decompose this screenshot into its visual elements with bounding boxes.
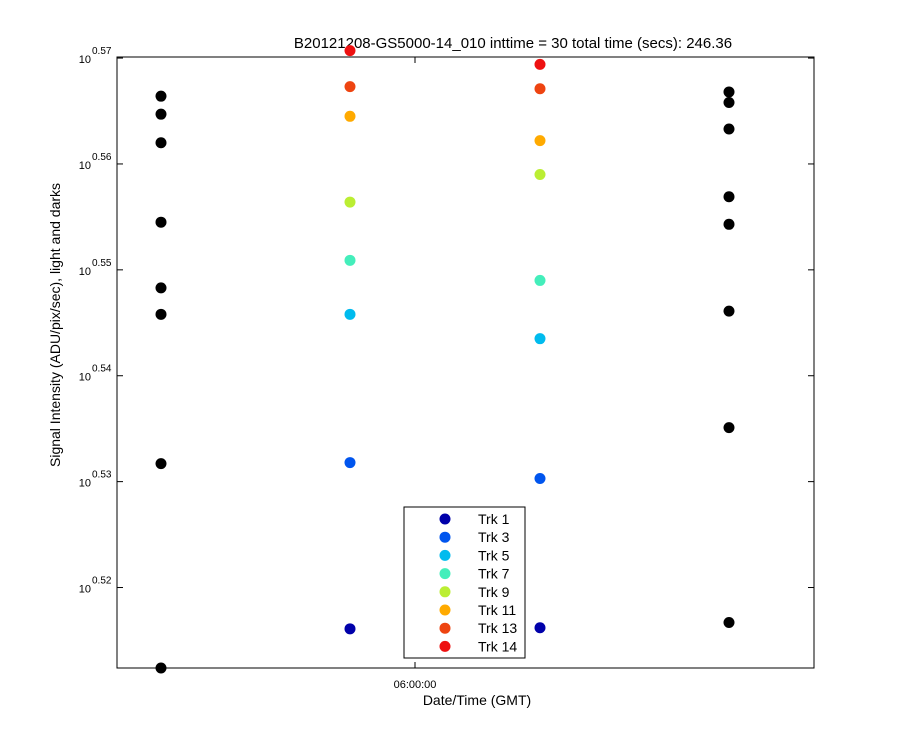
legend-label: Trk 9: [478, 584, 510, 600]
y-tick-base: 10: [79, 266, 91, 278]
legend-label: Trk 13: [478, 620, 517, 636]
trk-point-trk-13: [534, 83, 546, 95]
legend-marker: [439, 568, 451, 580]
dark-point: [723, 123, 735, 135]
y-tick-exponent: 0.54: [92, 364, 112, 375]
trk-point-trk-14: [344, 45, 356, 57]
legend-label: Trk 14: [478, 638, 517, 654]
legend-marker: [439, 513, 451, 525]
data-points: [155, 45, 735, 674]
legend-marker: [439, 640, 451, 652]
dark-point: [155, 90, 167, 102]
dark-point: [723, 422, 735, 434]
x-tick-label: 06:00:00: [394, 679, 437, 691]
y-tick-base: 10: [79, 478, 91, 490]
trk-point-trk-9: [344, 196, 356, 208]
trk-point-trk-13: [344, 81, 356, 93]
y-tick-exponent: 0.56: [92, 152, 112, 163]
y-tick-exponent: 0.52: [92, 576, 112, 587]
trk-point-trk-9: [534, 169, 546, 181]
y-tick-exponent: 0.55: [92, 258, 112, 269]
legend-marker: [439, 549, 451, 561]
legend-marker: [439, 531, 451, 543]
trk-point-trk-11: [344, 110, 356, 122]
trk-point-trk-14: [534, 58, 546, 70]
y-tick-base: 10: [79, 160, 91, 172]
trk-point-trk-7: [344, 254, 356, 266]
dark-point: [155, 308, 167, 320]
y-tick-exponent: 0.53: [92, 470, 112, 481]
x-axis-label: Date/Time (GMT): [423, 692, 531, 708]
dark-point: [155, 137, 167, 149]
trk-point-trk-7: [534, 274, 546, 286]
chart-title: B20121208-GS5000-14_010 inttime = 30 tot…: [294, 35, 732, 52]
trk-point-trk-11: [534, 135, 546, 147]
trk-point-trk-5: [534, 333, 546, 345]
trk-point-trk-5: [344, 308, 356, 320]
legend-label: Trk 11: [478, 602, 516, 618]
dark-point: [723, 191, 735, 203]
dark-point: [723, 616, 735, 628]
trk-point-trk-3: [534, 472, 546, 484]
dark-point: [155, 108, 167, 120]
y-tick-base: 10: [79, 54, 91, 66]
trk-point-trk-3: [344, 457, 356, 469]
trk-point-trk-1: [344, 623, 356, 635]
legend-box: [403, 506, 526, 659]
legend-label: Trk 1: [478, 511, 510, 527]
dark-point: [155, 282, 167, 294]
dark-point: [723, 305, 735, 317]
legend-marker: [439, 622, 451, 634]
dark-point: [155, 216, 167, 228]
dark-point: [723, 218, 735, 230]
legend-label: Trk 7: [478, 566, 510, 582]
legend-label: Trk 5: [478, 547, 510, 563]
legend-marker: [439, 586, 451, 598]
y-tick-exponent: 0.57: [92, 46, 112, 57]
dark-point: [155, 662, 167, 674]
trk-point-trk-1: [534, 622, 546, 634]
y-tick-base: 10: [79, 584, 91, 596]
x-axis: 06:00:00: [394, 57, 437, 691]
dark-point: [723, 86, 735, 98]
y-axis-label: Signal Intensity (ADU/pix/sec), light an…: [47, 183, 63, 467]
legend-label: Trk 3: [478, 529, 510, 545]
legend: Trk 1 Trk 3 Trk 5 Trk 7 Trk 9 Trk 11 Trk 13 Trk…: [403, 506, 526, 659]
dark-point: [723, 97, 735, 109]
legend-marker: [439, 604, 451, 616]
dark-point: [155, 458, 167, 470]
y-tick-base: 10: [79, 372, 91, 384]
